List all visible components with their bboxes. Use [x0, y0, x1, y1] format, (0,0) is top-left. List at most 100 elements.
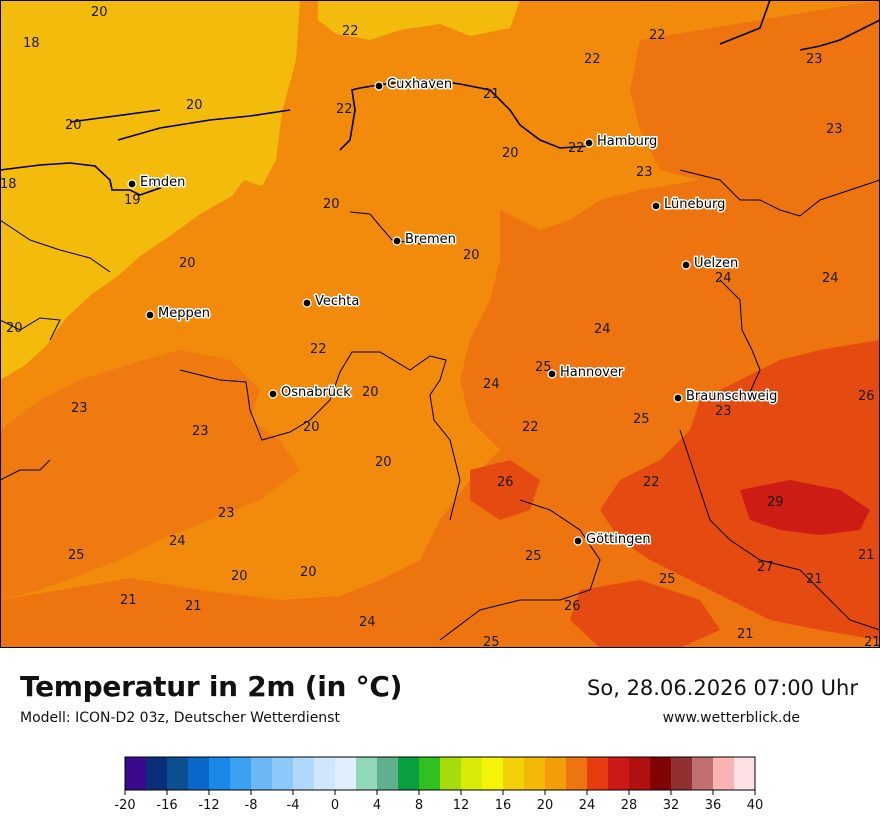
- temp-label: 20: [323, 197, 340, 212]
- temp-label: 20: [502, 146, 519, 161]
- city-label: Uelzen: [694, 256, 738, 271]
- cool-region-northwest: [0, 0, 300, 380]
- temp-label: 24: [483, 377, 500, 392]
- city-goettingen[interactable]: Göttingen: [573, 531, 652, 549]
- legend-tick-label: -20: [114, 798, 135, 813]
- temperature-labels: 20 18 22 22 22 23 23 22 20 21 20 22 20 1…: [0, 5, 880, 648]
- color-legend: -20 -16 -12 -8 -4 0 4 8 12 16 20 24 28 32 36 40: [114, 756, 763, 813]
- legend-swatch: [608, 757, 630, 790]
- legend-swatch: [461, 757, 483, 790]
- legend-swatch: [167, 757, 189, 790]
- legend-ticks: -20 -16 -12 -8 -4 0 4 8 12 16 20 24 28 32 36 40: [114, 790, 763, 813]
- city-bremen[interactable]: Bremen: [392, 231, 457, 249]
- map-title: Temperatur in 2m (in °C): [20, 670, 403, 703]
- legend-tick-label: 16: [495, 798, 512, 813]
- temp-label: 20: [375, 455, 392, 470]
- city-label: Göttingen: [586, 532, 651, 547]
- temp-label: 23: [71, 401, 88, 416]
- cities: Cuxhaven Hamburg Emden Bremen Lüneburg U…: [127, 76, 779, 549]
- legend-tick-label: -16: [156, 798, 177, 813]
- legend-swatch: [293, 757, 315, 790]
- temp-label: 22: [336, 102, 353, 117]
- hot-patch-south: [470, 460, 540, 520]
- temp-label: 27: [757, 560, 774, 575]
- city-lueneburg[interactable]: Lüneburg: [651, 196, 727, 214]
- temp-label: 23: [218, 506, 235, 521]
- legend-swatch: [440, 757, 462, 790]
- hot-patch-southeast: [570, 580, 720, 648]
- temp-label: 20: [186, 98, 203, 113]
- temp-label: 23: [192, 424, 209, 439]
- legend-tick-label: 12: [453, 798, 470, 813]
- city-cuxhaven[interactable]: Cuxhaven: [374, 76, 454, 94]
- legend-tick-label: 20: [537, 798, 554, 813]
- temp-label: 20: [300, 565, 317, 580]
- temperature-map[interactable]: 20 18 22 22 22 23 23 22 20 21 20 22 20 1…: [0, 0, 880, 648]
- legend-swatch: [587, 757, 609, 790]
- legend-tick-label: 40: [747, 798, 764, 813]
- legend-swatch: [692, 757, 714, 790]
- temp-label: 26: [858, 389, 875, 404]
- city-osnabrueck[interactable]: Osnabrück: [268, 384, 353, 402]
- legend-tick-label: 28: [621, 798, 638, 813]
- temp-label: 25: [535, 360, 552, 375]
- temp-label: 25: [633, 412, 650, 427]
- coastlines: [0, 0, 880, 196]
- legend-tick-label: 36: [705, 798, 722, 813]
- legend-swatch: [209, 757, 231, 790]
- city-meppen[interactable]: Meppen: [145, 305, 211, 323]
- legend-swatch: [356, 757, 378, 790]
- city-vechta[interactable]: Vechta: [302, 293, 361, 311]
- legend-swatch: [398, 757, 420, 790]
- hot-region-core: [740, 480, 870, 535]
- legend-tick-label: -12: [198, 798, 219, 813]
- temp-label: 25: [525, 549, 542, 564]
- city-label: Emden: [140, 175, 185, 190]
- legend-swatch: [335, 757, 357, 790]
- temp-label: 23: [715, 404, 732, 419]
- temp-label: 20: [231, 569, 248, 584]
- temp-label: 21: [185, 599, 202, 614]
- legend-swatch: [629, 757, 651, 790]
- temp-label: 22: [584, 52, 601, 67]
- city-label: Cuxhaven: [387, 77, 452, 92]
- temp-label: 24: [594, 322, 611, 337]
- city-uelzen[interactable]: Uelzen: [681, 255, 740, 273]
- legend-tick-label: -8: [245, 798, 258, 813]
- temp-label: 18: [23, 36, 40, 51]
- temp-label: 21: [858, 548, 875, 563]
- cool-patch-north: [318, 0, 520, 40]
- legend-tick-label: 24: [579, 798, 596, 813]
- city-hamburg[interactable]: Hamburg: [584, 133, 659, 151]
- temp-label: 22: [643, 475, 660, 490]
- temp-label: 24: [715, 271, 732, 286]
- temp-label: 22: [568, 141, 585, 156]
- city-emden[interactable]: Emden: [127, 174, 187, 192]
- model-info: Modell: ICON-D2 03z, Deutscher Wetterdie…: [20, 710, 340, 726]
- legend-frame: [124, 756, 756, 791]
- temp-label: 20: [6, 321, 23, 336]
- legend-swatch: [272, 757, 294, 790]
- city-braunschweig[interactable]: Braunschweig: [673, 388, 779, 406]
- legend-swatch: [566, 757, 588, 790]
- city-hannover[interactable]: Hannover: [547, 364, 625, 382]
- temp-label: 20: [463, 248, 480, 263]
- temp-label: 21: [737, 627, 754, 642]
- temp-label: 23: [826, 122, 843, 137]
- borders: [0, 169, 880, 641]
- temp-label: 19: [124, 193, 141, 208]
- legend-swatch: [188, 757, 210, 790]
- website-link[interactable]: www.wetterblick.de: [662, 710, 800, 726]
- legend-swatch: [377, 757, 399, 790]
- temp-label: 20: [91, 5, 108, 20]
- legend-swatch: [230, 757, 252, 790]
- temp-label: 25: [659, 572, 676, 587]
- temp-label: 20: [362, 385, 379, 400]
- city-label: Osnabrück: [281, 385, 351, 400]
- temp-label: 20: [303, 420, 320, 435]
- temp-label: 25: [483, 635, 500, 648]
- legend-tick-label: 0: [331, 798, 339, 813]
- temp-label: 19: [8, 322, 25, 337]
- legend-swatch: [650, 757, 672, 790]
- legend-swatch: [524, 757, 546, 790]
